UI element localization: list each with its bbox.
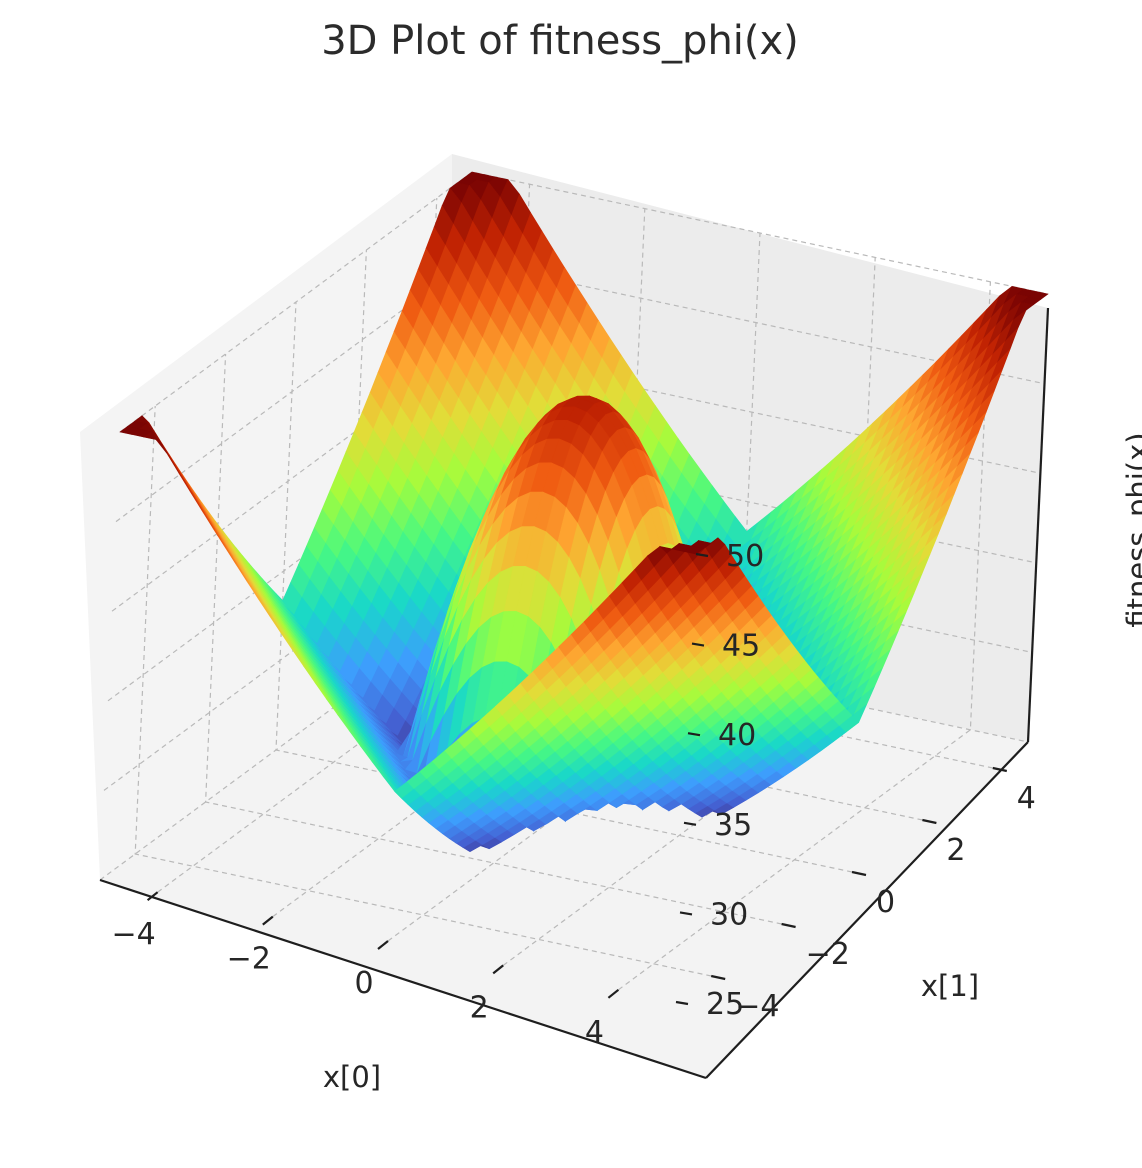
grid-line-x <box>618 281 991 991</box>
x-tick-mark <box>146 891 159 902</box>
z-tick-mark <box>687 732 701 737</box>
grid-lines <box>99 171 1049 991</box>
z-tick-label: 25 <box>706 987 744 1022</box>
grid-line-z <box>111 350 1041 612</box>
x-tick-mark <box>262 915 274 926</box>
y-tick-label: 0 <box>876 885 895 920</box>
x-axis-line <box>99 878 707 1080</box>
x-axis-ticks: −4 −2 0 2 4 <box>111 891 620 1050</box>
x-tick-mark <box>377 940 389 950</box>
z-tick-label: 40 <box>718 718 756 753</box>
z-axis-line <box>1026 307 1050 743</box>
y-axis-line <box>705 741 1029 1079</box>
z-tick-mark <box>691 642 705 647</box>
x-tick-label: −4 <box>111 917 155 952</box>
y-tick-mark <box>710 974 726 981</box>
x-tick-label: −2 <box>227 942 271 977</box>
y-axis-ticks: −4 −2 0 2 4 <box>710 766 1036 1024</box>
y-tick-label: 2 <box>946 833 965 868</box>
x-axis-label: x[0] <box>323 1060 381 1094</box>
z-tick-label: 50 <box>726 539 764 574</box>
grid-line-z <box>119 171 1049 433</box>
y-axis-label: x[1] <box>921 969 979 1003</box>
grid-line-x <box>272 208 646 918</box>
grid-line-y <box>204 353 782 925</box>
y-tick-mark <box>851 870 867 877</box>
surface <box>119 171 1049 853</box>
z-tick-mark <box>675 1000 689 1006</box>
grid-line-x <box>157 184 531 893</box>
grid-line-y <box>134 405 712 977</box>
z-tick-mark <box>683 821 697 826</box>
z-axis-label: fitness_phi(x) <box>1121 432 1142 627</box>
y-tick-mark <box>922 818 937 825</box>
back-pane-left <box>80 154 452 880</box>
z-tick-label: 35 <box>714 808 752 843</box>
chart-title: 3D Plot of fitness_phi(x) <box>321 18 799 64</box>
surface-facet <box>683 545 705 555</box>
z-tick-label: 45 <box>722 629 760 664</box>
grid-line-z <box>115 260 1045 523</box>
grid-line-x <box>502 257 876 966</box>
z-tick-mark <box>695 552 709 558</box>
y-tick-label: −2 <box>806 937 850 972</box>
z-tick-label: 30 <box>710 897 748 932</box>
z-tick-mark <box>679 911 693 916</box>
x-tick-label: 4 <box>585 1015 604 1050</box>
y-tick-label: 4 <box>1017 781 1036 816</box>
y-tick-label: −4 <box>735 989 779 1024</box>
x-tick-label: 2 <box>470 990 489 1025</box>
y-tick-mark <box>992 766 1008 773</box>
x-tick-label: 0 <box>354 966 373 1001</box>
y-tick-mark <box>781 922 796 929</box>
z-axis-ticks: 25 30 35 40 45 50 <box>675 539 764 1022</box>
grid-line-x <box>387 232 761 942</box>
x-tick-mark <box>607 988 620 999</box>
x-tick-mark <box>492 964 504 975</box>
